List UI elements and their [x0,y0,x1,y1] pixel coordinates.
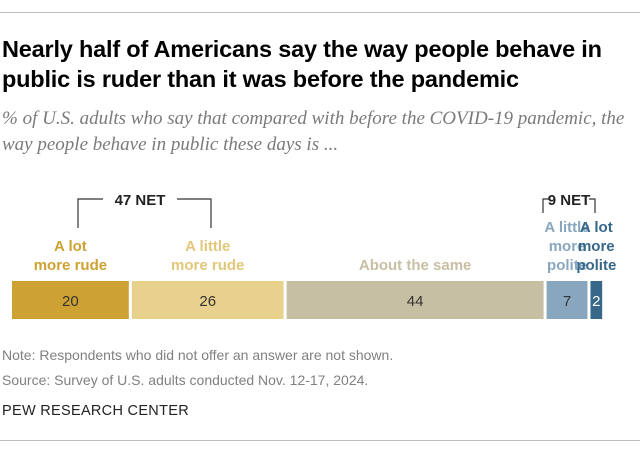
category-label-a-lot-more-rude: A lot [54,238,87,255]
bar-about-the-same [286,281,544,319]
category-label-a-lot-more-rude: more rude [34,257,107,274]
value-label-a-little-more-polite: 7 [563,293,571,310]
source-text: Source: Survey of U.S. adults conducted … [2,372,369,388]
brand-name: PEW RESEARCH CENTER [2,403,189,419]
category-label-a-little-more-rude: more rude [171,257,244,274]
bar-a-little-more-polite [546,281,588,319]
category-label-a-lot-more-polite: polite [576,257,616,274]
bottom-rule [0,440,640,441]
value-label-a-lot-more-rude: 20 [62,293,79,310]
category-label-a-little-more-polite: more [549,238,586,255]
note-text: Note: Respondents who did not offer an a… [2,347,394,363]
value-label-a-lot-more-polite: 2 [592,293,600,310]
chart-subtitle: % of U.S. adults who say that compared w… [2,108,625,155]
category-label-a-lot-more-polite: more [578,238,615,255]
category-label-a-little-more-rude: A little [185,238,230,255]
category-label-a-little-more-polite: A little [544,219,589,236]
bar-a-lot-more-rude [12,281,129,319]
net-polite-label: 9 NET [548,192,591,209]
category-label-a-lot-more-polite: A lot [580,219,613,236]
net-rude-bracket [77,198,212,228]
top-rule [0,12,640,13]
value-label-a-little-more-rude: 26 [199,293,216,310]
category-label-about-the-same: About the same [359,257,472,274]
net-rude-label: 47 NET [115,192,166,209]
net-polite-bracket [542,198,596,213]
bar-a-little-more-rude [131,281,284,319]
category-label-a-little-more-polite: polite [547,257,587,274]
chart-title: Nearly half of Americans say the way peo… [2,36,602,92]
value-label-about-the-same: 44 [407,293,424,310]
bar-a-lot-more-polite [590,281,603,319]
